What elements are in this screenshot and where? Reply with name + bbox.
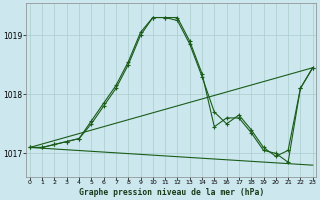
- X-axis label: Graphe pression niveau de la mer (hPa): Graphe pression niveau de la mer (hPa): [79, 188, 264, 197]
